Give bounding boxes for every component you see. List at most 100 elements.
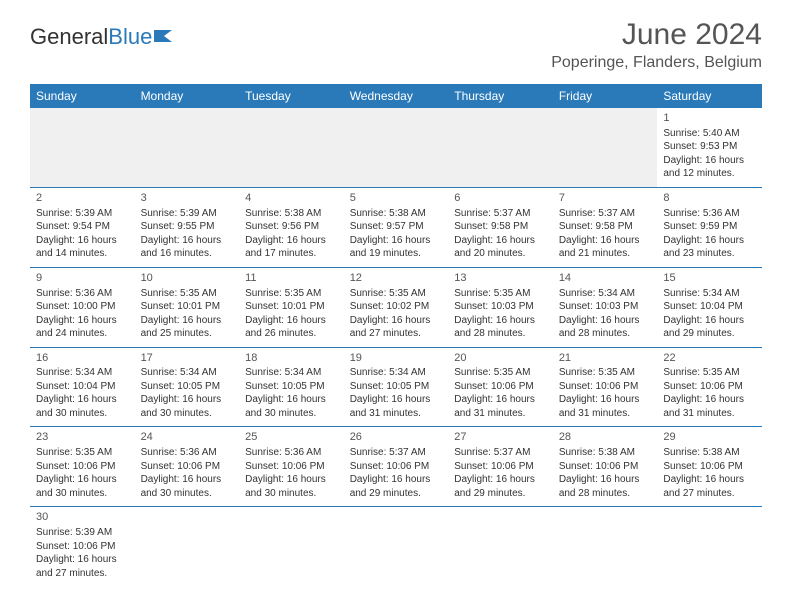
- weekday-header: Friday: [553, 84, 658, 108]
- sunset-text: Sunset: 10:03 PM: [559, 300, 652, 314]
- calendar-cell: 13Sunrise: 5:35 AMSunset: 10:03 PMDaylig…: [448, 267, 553, 347]
- daylight-text: and 31 minutes.: [559, 407, 652, 421]
- daylight-text: and 20 minutes.: [454, 247, 547, 261]
- sunrise-text: Sunrise: 5:38 AM: [559, 446, 652, 460]
- calendar-cell: 29Sunrise: 5:38 AMSunset: 10:06 PMDaylig…: [657, 427, 762, 507]
- brand-name-1: General: [30, 24, 108, 50]
- day-number: 17: [141, 351, 234, 366]
- day-number: 24: [141, 430, 234, 445]
- daylight-text: Daylight: 16 hours: [245, 314, 338, 328]
- weekday-header: Sunday: [30, 84, 135, 108]
- day-number: 6: [454, 191, 547, 206]
- daylight-text: and 31 minutes.: [454, 407, 547, 421]
- sunrise-text: Sunrise: 5:38 AM: [245, 207, 338, 221]
- sunrise-text: Sunrise: 5:34 AM: [559, 287, 652, 301]
- day-number: 21: [559, 351, 652, 366]
- sunset-text: Sunset: 9:55 PM: [141, 220, 234, 234]
- sunset-text: Sunset: 10:05 PM: [141, 380, 234, 394]
- calendar-week-row: 16Sunrise: 5:34 AMSunset: 10:04 PMDaylig…: [30, 347, 762, 427]
- sunset-text: Sunset: 10:06 PM: [36, 540, 129, 554]
- sunset-text: Sunset: 10:02 PM: [350, 300, 443, 314]
- daylight-text: and 29 minutes.: [454, 487, 547, 501]
- day-number: 1: [663, 111, 756, 126]
- daylight-text: Daylight: 16 hours: [350, 393, 443, 407]
- calendar-cell: [448, 108, 553, 187]
- daylight-text: Daylight: 16 hours: [36, 314, 129, 328]
- calendar-cell: 17Sunrise: 5:34 AMSunset: 10:05 PMDaylig…: [135, 347, 240, 427]
- day-number: 8: [663, 191, 756, 206]
- daylight-text: and 28 minutes.: [559, 327, 652, 341]
- daylight-text: and 26 minutes.: [245, 327, 338, 341]
- day-number: 19: [350, 351, 443, 366]
- sunset-text: Sunset: 9:54 PM: [36, 220, 129, 234]
- sunrise-text: Sunrise: 5:36 AM: [663, 207, 756, 221]
- day-number: 7: [559, 191, 652, 206]
- calendar-cell: 30Sunrise: 5:39 AMSunset: 10:06 PMDaylig…: [30, 507, 135, 586]
- calendar-cell: 26Sunrise: 5:37 AMSunset: 10:06 PMDaylig…: [344, 427, 449, 507]
- daylight-text: Daylight: 16 hours: [245, 473, 338, 487]
- daylight-text: and 29 minutes.: [350, 487, 443, 501]
- sunrise-text: Sunrise: 5:37 AM: [559, 207, 652, 221]
- daylight-text: Daylight: 16 hours: [350, 314, 443, 328]
- calendar-cell: 1Sunrise: 5:40 AMSunset: 9:53 PMDaylight…: [657, 108, 762, 187]
- page-title: June 2024: [551, 18, 762, 52]
- sunset-text: Sunset: 10:01 PM: [245, 300, 338, 314]
- day-number: 10: [141, 271, 234, 286]
- sunrise-text: Sunrise: 5:34 AM: [141, 366, 234, 380]
- sunset-text: Sunset: 9:57 PM: [350, 220, 443, 234]
- sunset-text: Sunset: 10:06 PM: [454, 380, 547, 394]
- sunset-text: Sunset: 10:06 PM: [36, 460, 129, 474]
- calendar-cell: [553, 507, 658, 586]
- daylight-text: and 30 minutes.: [245, 487, 338, 501]
- daylight-text: and 12 minutes.: [663, 167, 756, 181]
- calendar-cell: 22Sunrise: 5:35 AMSunset: 10:06 PMDaylig…: [657, 347, 762, 427]
- calendar-cell: [448, 507, 553, 586]
- sunset-text: Sunset: 10:06 PM: [454, 460, 547, 474]
- sunset-text: Sunset: 10:01 PM: [141, 300, 234, 314]
- calendar-cell: [135, 108, 240, 187]
- daylight-text: and 30 minutes.: [36, 407, 129, 421]
- calendar-cell: 21Sunrise: 5:35 AMSunset: 10:06 PMDaylig…: [553, 347, 658, 427]
- calendar-cell: 23Sunrise: 5:35 AMSunset: 10:06 PMDaylig…: [30, 427, 135, 507]
- daylight-text: Daylight: 16 hours: [141, 234, 234, 248]
- sunrise-text: Sunrise: 5:38 AM: [350, 207, 443, 221]
- calendar-cell: 27Sunrise: 5:37 AMSunset: 10:06 PMDaylig…: [448, 427, 553, 507]
- weekday-header: Tuesday: [239, 84, 344, 108]
- sunrise-text: Sunrise: 5:35 AM: [454, 366, 547, 380]
- calendar-cell: [553, 108, 658, 187]
- sunrise-text: Sunrise: 5:37 AM: [454, 446, 547, 460]
- sunset-text: Sunset: 10:04 PM: [663, 300, 756, 314]
- daylight-text: and 31 minutes.: [350, 407, 443, 421]
- day-number: 29: [663, 430, 756, 445]
- daylight-text: Daylight: 16 hours: [141, 473, 234, 487]
- sunrise-text: Sunrise: 5:37 AM: [454, 207, 547, 221]
- calendar-cell: 11Sunrise: 5:35 AMSunset: 10:01 PMDaylig…: [239, 267, 344, 347]
- calendar-cell: 12Sunrise: 5:35 AMSunset: 10:02 PMDaylig…: [344, 267, 449, 347]
- daylight-text: and 31 minutes.: [663, 407, 756, 421]
- calendar-cell: 16Sunrise: 5:34 AMSunset: 10:04 PMDaylig…: [30, 347, 135, 427]
- location-label: Poperinge, Flanders, Belgium: [551, 54, 762, 72]
- sunrise-text: Sunrise: 5:35 AM: [141, 287, 234, 301]
- daylight-text: Daylight: 16 hours: [350, 234, 443, 248]
- sunset-text: Sunset: 9:59 PM: [663, 220, 756, 234]
- brand-logo: GeneralBlue: [30, 24, 176, 50]
- daylight-text: and 25 minutes.: [141, 327, 234, 341]
- day-number: 26: [350, 430, 443, 445]
- daylight-text: Daylight: 16 hours: [454, 234, 547, 248]
- daylight-text: Daylight: 16 hours: [559, 234, 652, 248]
- calendar-cell: 7Sunrise: 5:37 AMSunset: 9:58 PMDaylight…: [553, 187, 658, 267]
- sunrise-text: Sunrise: 5:35 AM: [245, 287, 338, 301]
- daylight-text: and 30 minutes.: [245, 407, 338, 421]
- header: GeneralBlue June 2024 Poperinge, Flander…: [0, 0, 792, 78]
- sunset-text: Sunset: 10:05 PM: [245, 380, 338, 394]
- calendar-cell: [344, 108, 449, 187]
- calendar-week-row: 2Sunrise: 5:39 AMSunset: 9:54 PMDaylight…: [30, 187, 762, 267]
- sunset-text: Sunset: 9:58 PM: [454, 220, 547, 234]
- daylight-text: Daylight: 16 hours: [141, 393, 234, 407]
- sunrise-text: Sunrise: 5:35 AM: [559, 366, 652, 380]
- day-number: 14: [559, 271, 652, 286]
- sunrise-text: Sunrise: 5:35 AM: [454, 287, 547, 301]
- daylight-text: Daylight: 16 hours: [454, 473, 547, 487]
- daylight-text: and 30 minutes.: [36, 487, 129, 501]
- day-number: 16: [36, 351, 129, 366]
